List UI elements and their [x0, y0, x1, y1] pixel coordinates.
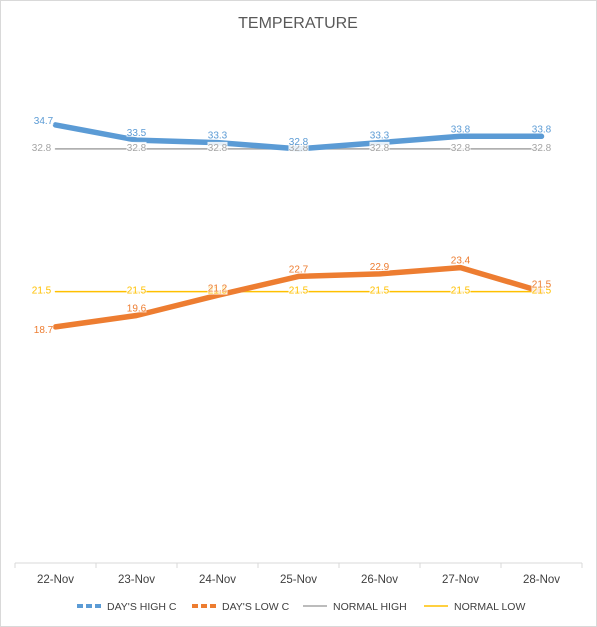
data-label-bg — [288, 284, 309, 295]
legend-label: DAY'S HIGH C — [107, 601, 177, 613]
series-line-day-s-low-c — [52, 264, 545, 330]
data-label: 32.8 — [289, 143, 309, 154]
data-label: 32.8 — [451, 143, 471, 154]
data-label: 21.5 — [532, 286, 552, 297]
data-label: 21.5 — [127, 286, 147, 297]
data-label: 33.3 — [208, 131, 228, 142]
data-label-bg — [126, 141, 147, 152]
data-label-bg — [126, 302, 147, 313]
data-label: 33.8 — [532, 124, 552, 135]
data-label-bg — [531, 284, 552, 295]
data-label: 21.5 — [532, 280, 552, 291]
data-label: 22.7 — [289, 264, 309, 275]
data-label-bg — [33, 323, 54, 334]
x-tick-label: 23-Nov — [118, 574, 155, 586]
data-label: 18.7 — [34, 325, 54, 336]
data-label: 34.7 — [34, 116, 54, 127]
legend-label: NORMAL LOW — [454, 601, 525, 613]
data-label: 33.8 — [451, 124, 471, 135]
data-label: 32.8 — [127, 143, 147, 154]
data-label-bg — [450, 141, 471, 152]
data-label-bg — [126, 127, 147, 138]
data-label: 32.8 — [370, 143, 390, 154]
data-label: 21.5 — [451, 286, 471, 297]
data-label: 19.6 — [127, 304, 147, 315]
x-tick-label: 25-Nov — [280, 574, 317, 586]
data-label-bg — [31, 284, 52, 295]
x-tick-label: 22-Nov — [37, 574, 74, 586]
data-label: 22.9 — [370, 262, 390, 273]
x-tick-label: 26-Nov — [361, 574, 398, 586]
data-label-bg — [207, 141, 228, 152]
data-label: 32.8 — [208, 143, 228, 154]
data-label-bg — [450, 284, 471, 295]
data-label-bg — [207, 282, 228, 293]
data-label: 33.5 — [127, 128, 147, 139]
data-label-bg — [207, 129, 228, 140]
data-label: 32.8 — [289, 137, 309, 148]
data-label-bg — [531, 123, 552, 134]
data-labels: 32.8 32.8 32.8 32.8 32.8 32.8 32.821.5 21.5 21.5… — [31, 114, 552, 336]
x-tick-label: 24-Nov — [199, 574, 236, 586]
legend-label: NORMAL HIGH — [333, 601, 407, 613]
data-label: 21.5 — [289, 286, 309, 297]
data-label-bg — [369, 129, 390, 140]
data-label-bg — [288, 263, 309, 274]
data-label-bg — [288, 135, 309, 146]
x-axis: 22-Nov 23-Nov 24-Nov 25-Nov 26-Nov 27-Nov 28-N… — [14, 562, 583, 586]
x-tick-label: 28-Nov — [523, 574, 560, 586]
data-label-bg — [126, 284, 147, 295]
data-label: 21.5 — [32, 286, 52, 297]
data-label: 32.8 — [532, 143, 552, 154]
chart-title: TEMPERATURE — [238, 15, 358, 32]
data-label: 21.5 — [370, 286, 390, 297]
data-label: 23.4 — [451, 256, 471, 267]
data-label-bg — [31, 141, 52, 152]
data-label-bg — [33, 114, 54, 125]
data-label-bg — [531, 141, 552, 152]
legend-label: DAY'S LOW C — [222, 601, 290, 613]
data-label: 21.2 — [208, 283, 228, 294]
data-label-bg — [450, 254, 471, 265]
data-label: 32.8 — [32, 143, 52, 154]
x-tick-label: 27-Nov — [442, 574, 479, 586]
legend: DAY'S HIGH C DAY'S LOW C NORMAL HIGH NORMAL… — [77, 601, 525, 613]
data-label-bg — [369, 260, 390, 271]
data-label-bg — [369, 284, 390, 295]
data-label-bg — [369, 141, 390, 152]
data-label-bg — [531, 278, 552, 289]
data-label: 33.3 — [370, 131, 390, 142]
data-label-bg — [288, 141, 309, 152]
data-label-bg — [450, 123, 471, 134]
